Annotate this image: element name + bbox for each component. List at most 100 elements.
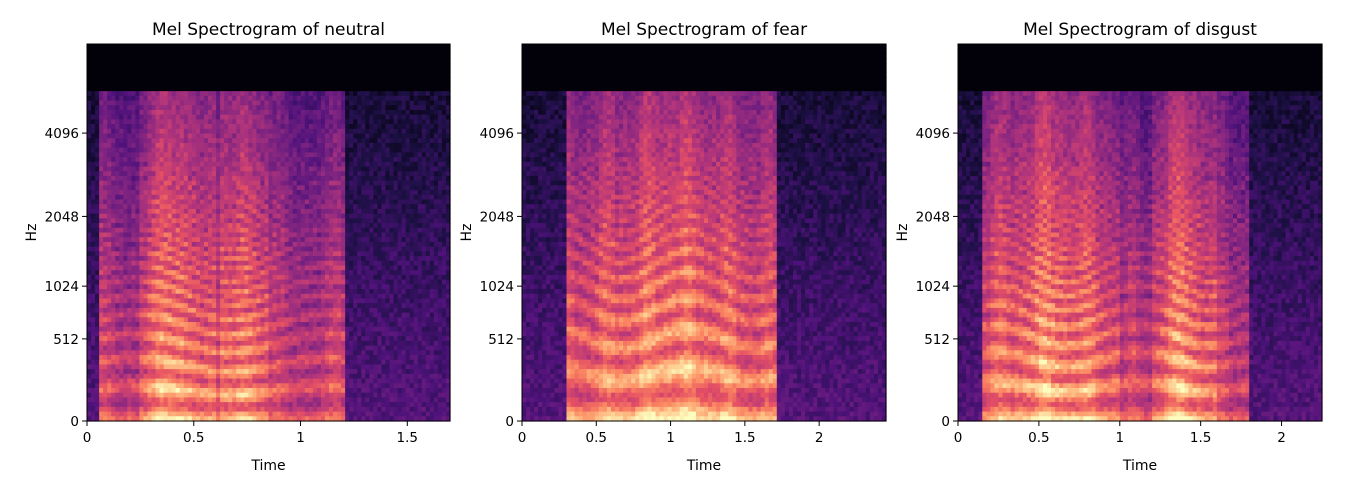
heatmap-cell (397, 175, 403, 182)
heatmap-cell (252, 232, 257, 238)
heatmap-cell (151, 223, 157, 229)
heatmap-cell (244, 185, 249, 191)
heatmap-cell (345, 100, 350, 106)
heatmap-cell (324, 246, 330, 252)
heatmap-cell (99, 119, 104, 125)
heatmap-cell (203, 157, 209, 163)
heatmap-cell (111, 109, 116, 116)
heatmap-cell (167, 152, 173, 158)
heatmap-cell (349, 298, 354, 304)
heatmap-cell (91, 241, 96, 248)
heatmap-cell (244, 142, 249, 149)
heatmap-cell (329, 237, 334, 243)
heatmap-cell (135, 223, 141, 229)
heatmap-cell (296, 199, 302, 205)
heatmap-cell (199, 157, 205, 163)
heatmap-cell (441, 199, 447, 205)
heatmap-cell (381, 232, 387, 238)
heatmap-cell (135, 81, 141, 88)
heatmap-cell (232, 194, 237, 201)
heatmap-cell (107, 246, 112, 252)
heatmap-cell (369, 119, 374, 125)
heatmap-cell (260, 237, 266, 243)
heatmap-cell (216, 67, 221, 73)
heatmap-cell (272, 91, 278, 97)
heatmap-cell (353, 142, 358, 149)
heatmap-cell (195, 95, 201, 102)
heatmap-cell (405, 218, 411, 224)
heatmap-cell (123, 53, 128, 59)
heatmap-cell (373, 232, 378, 238)
heatmap-cell (312, 142, 318, 149)
heatmap-cell (429, 194, 435, 201)
heatmap-cell (107, 190, 112, 196)
heatmap-cell (111, 138, 116, 144)
heatmap-cell (320, 72, 326, 78)
heatmap-cell (91, 246, 96, 252)
heatmap-cell (256, 237, 262, 243)
heatmap-cell (337, 218, 342, 224)
heatmap-cell (95, 232, 100, 238)
heatmap-cell (425, 86, 431, 92)
heatmap-cell (232, 109, 237, 116)
heatmap-cell (139, 100, 145, 106)
heatmap-cell (260, 185, 266, 191)
heatmap-cell (345, 86, 350, 92)
heatmap-cell (167, 213, 173, 219)
heatmap-cell (236, 105, 241, 111)
heatmap-cell (131, 114, 136, 120)
heatmap-cell (232, 232, 237, 238)
heatmap-cell (224, 265, 229, 271)
heatmap-cell (167, 284, 173, 290)
heatmap-cell (228, 190, 233, 196)
heatmap-cell (236, 298, 241, 304)
heatmap-cell (272, 274, 278, 281)
heatmap-cell (99, 199, 104, 205)
heatmap-cell (369, 95, 374, 102)
heatmap-cell (91, 298, 96, 304)
heatmap-cell (357, 105, 362, 111)
heatmap-cell (208, 76, 213, 83)
heatmap-cell (115, 190, 120, 196)
heatmap-cell (191, 109, 197, 116)
heatmap-cell (393, 223, 399, 229)
heatmap-cell (199, 256, 205, 262)
heatmap-cell (216, 213, 221, 219)
heatmap-cell (127, 128, 132, 135)
heatmap-cell (413, 76, 419, 83)
heatmap-cell (441, 237, 447, 243)
heatmap-cell (272, 133, 278, 139)
heatmap-cell (409, 91, 415, 97)
heatmap-cell (308, 109, 314, 116)
heatmap-cell (425, 180, 431, 186)
heatmap-cell (288, 58, 294, 64)
heatmap-cell (248, 246, 253, 252)
heatmap-cell (248, 147, 253, 153)
heatmap-cell (280, 218, 286, 224)
heatmap-cell (365, 218, 370, 224)
heatmap-cell (441, 105, 447, 111)
heatmap-cell (409, 62, 415, 69)
heatmap-cell (401, 72, 407, 78)
heatmap-cell (441, 147, 447, 153)
heatmap-cell (151, 81, 157, 88)
heatmap-cell (329, 190, 334, 196)
heatmap-cell (345, 237, 350, 243)
heatmap-cell (163, 265, 169, 271)
heatmap-cell (135, 175, 141, 182)
heatmap-cell (171, 62, 177, 69)
heatmap-cell (288, 86, 294, 92)
heatmap-cell (135, 91, 141, 97)
heatmap-cell (115, 293, 120, 300)
heatmap-cell (91, 53, 96, 59)
heatmap-cell (405, 124, 411, 130)
heatmap-cell (369, 161, 374, 168)
heatmap-cell (212, 246, 217, 252)
heatmap-cell (288, 166, 294, 172)
heatmap-cell (147, 194, 153, 201)
heatmap-cell (91, 119, 96, 125)
heatmap-cell (413, 67, 419, 73)
heatmap-cell (288, 72, 294, 78)
heatmap-cell (224, 67, 229, 73)
heatmap-cell (349, 284, 354, 290)
